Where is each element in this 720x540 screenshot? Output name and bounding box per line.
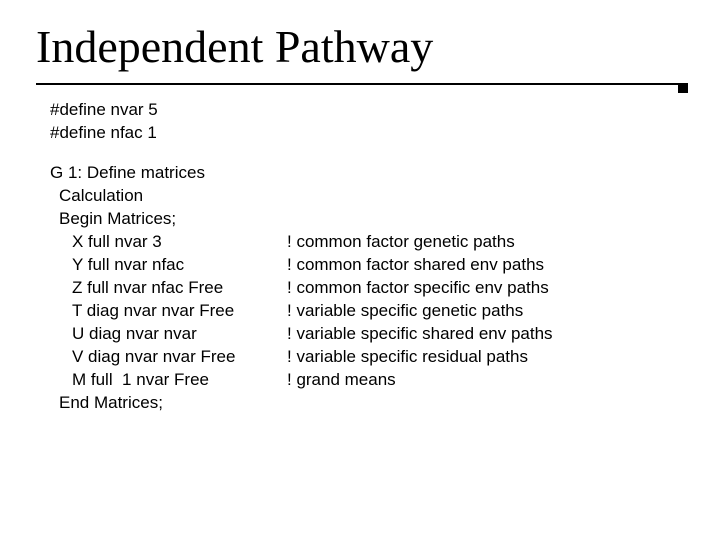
define-line: #define nvar 5 <box>50 99 684 122</box>
end-matrices-line: End Matrices; <box>50 392 684 415</box>
matrix-decl-row: T diag nvar nvar Free ! variable specifi… <box>50 300 684 323</box>
matrix-decl-row: Z full nvar nfac Free ! common factor sp… <box>50 277 684 300</box>
matrix-decl-row: M full 1 nvar Free ! grand means <box>50 369 684 392</box>
define-line: #define nfac 1 <box>50 122 684 145</box>
matrices-block: G 1: Define matrices Calculation Begin M… <box>50 162 684 414</box>
matrix-decl-row: X full nvar 3 ! common factor genetic pa… <box>50 231 684 254</box>
begin-matrices-line: Begin Matrices; <box>50 208 684 231</box>
slide: Independent Pathway #define nvar 5 #defi… <box>0 0 720 540</box>
defines-block: #define nvar 5 #define nfac 1 <box>50 99 684 145</box>
matrix-decl-row: V diag nvar nvar Free ! variable specifi… <box>50 346 684 369</box>
matrix-decl: Z full nvar nfac Free <box>72 277 287 300</box>
matrix-decl: T diag nvar nvar Free <box>72 300 287 323</box>
slide-title: Independent Pathway <box>36 22 684 73</box>
matrix-decl: M full 1 nvar Free <box>72 369 287 392</box>
title-underline <box>36 83 684 85</box>
matrix-decl: U diag nvar nvar <box>72 323 287 346</box>
matrix-decl: Y full nvar nfac <box>72 254 287 277</box>
calculation-line: Calculation <box>50 185 684 208</box>
matrix-decl-row: U diag nvar nvar ! variable specific sha… <box>50 323 684 346</box>
matrix-decl-row: Y full nvar nfac ! common factor shared … <box>50 254 684 277</box>
matrix-decl: V diag nvar nvar Free <box>72 346 287 369</box>
matrix-comment: ! common factor genetic paths <box>287 231 684 254</box>
matrix-comment: ! grand means <box>287 369 684 392</box>
title-block: Independent Pathway <box>36 20 684 85</box>
matrix-comment: ! common factor specific env paths <box>287 277 684 300</box>
matrix-comment: ! variable specific residual paths <box>287 346 684 369</box>
matrix-comment: ! common factor shared env paths <box>287 254 684 277</box>
matrix-decl: X full nvar 3 <box>72 231 287 254</box>
matrix-comment: ! variable specific shared env paths <box>287 323 684 346</box>
group-header: G 1: Define matrices <box>50 162 684 185</box>
matrix-comment: ! variable specific genetic paths <box>287 300 684 323</box>
slide-body: #define nvar 5 #define nfac 1 G 1: Defin… <box>36 85 684 415</box>
